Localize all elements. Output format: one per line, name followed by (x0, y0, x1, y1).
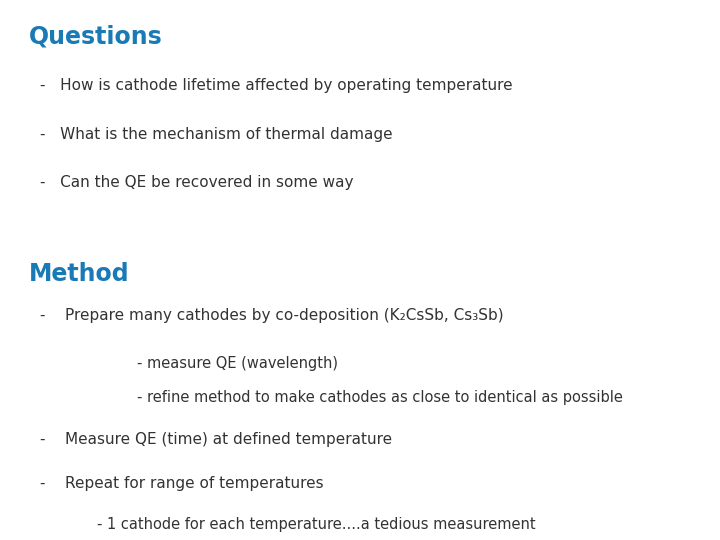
Text: -   Can the QE be recovered in some way: - Can the QE be recovered in some way (40, 176, 353, 191)
Text: - refine method to make cathodes as close to identical as possible: - refine method to make cathodes as clos… (137, 390, 623, 405)
Text: -    Repeat for range of temperatures: - Repeat for range of temperatures (40, 476, 323, 491)
Text: - 1 cathode for each temperature....a tedious measurement: - 1 cathode for each temperature....a te… (97, 517, 536, 532)
Text: - measure QE (wavelength): - measure QE (wavelength) (137, 356, 338, 372)
Text: -   How is cathode lifetime affected by operating temperature: - How is cathode lifetime affected by op… (40, 78, 512, 93)
Text: -    Prepare many cathodes by co-deposition (K₂CsSb, Cs₃Sb): - Prepare many cathodes by co-deposition… (40, 308, 503, 323)
Text: -    Measure QE (time) at defined temperature: - Measure QE (time) at defined temperatu… (40, 432, 392, 447)
Text: -   What is the mechanism of thermal damage: - What is the mechanism of thermal damag… (40, 127, 392, 142)
Text: Questions: Questions (29, 24, 163, 48)
Text: Method: Method (29, 262, 130, 286)
